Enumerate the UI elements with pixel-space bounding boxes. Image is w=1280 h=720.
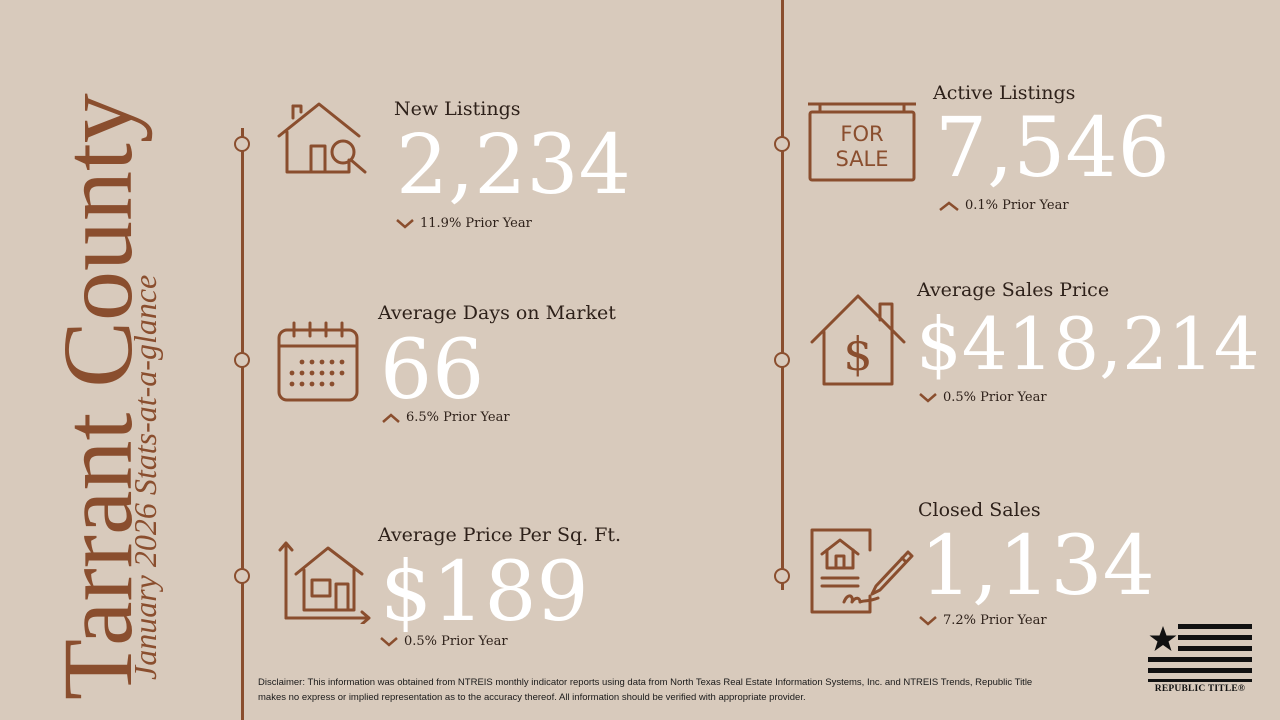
stat-change-avg-sales-price: 0.5% Prior Year [919, 390, 1047, 405]
timeline-right [781, 0, 784, 590]
change-text: 0.5% Prior Year [404, 634, 508, 649]
stat-label-days-on-market: Average Days on Market [378, 302, 616, 324]
timeline-dot [234, 352, 250, 368]
calendar-icon [276, 320, 362, 404]
trend-up-icon [939, 200, 959, 211]
disclaimer-text: Disclaimer: This information was obtaine… [258, 677, 1033, 703]
trend-down-icon [380, 636, 398, 647]
report-subtitle: January 2026 Stats-at-a-glance [127, 274, 163, 680]
change-text: 0.5% Prior Year [943, 390, 1047, 405]
stat-label-new-listings: New Listings [394, 98, 521, 120]
change-text: 7.2% Prior Year [943, 613, 1047, 628]
trend-up-icon [382, 412, 400, 423]
stat-label-avg-sales-price: Average Sales Price [917, 279, 1110, 301]
trend-down-icon [396, 218, 414, 229]
republic-title-logo: REPUBLIC TITLE® [1146, 622, 1254, 702]
stat-change-closed-sales: 7.2% Prior Year [919, 613, 1047, 628]
stat-label-price-per-sqft: Average Price Per Sq. Ft. [378, 524, 622, 546]
house-dollar-icon: $ [808, 292, 912, 388]
house-search-icon [275, 100, 371, 178]
timeline-left [241, 128, 244, 720]
stat-value-days-on-market: 66 [380, 323, 485, 418]
house-dimensions-icon [276, 540, 372, 624]
timeline-dot [774, 136, 790, 152]
svg-text:SALE: SALE [835, 147, 888, 171]
star-flag-icon [1148, 624, 1252, 682]
logo-text: REPUBLIC TITLE® [1154, 684, 1246, 694]
stat-label-active-listings: Active Listings [933, 82, 1076, 104]
stat-value-closed-sales: 1,134 [920, 519, 1155, 614]
svg-text:$: $ [843, 327, 872, 381]
stat-change-active-listings: 0.1% Prior Year [939, 198, 1069, 213]
timeline-dot [774, 568, 790, 584]
timeline-dot [774, 352, 790, 368]
change-text: 6.5% Prior Year [406, 410, 510, 425]
stat-change-new-listings: 11.9% Prior Year [396, 216, 532, 231]
change-text: 11.9% Prior Year [420, 216, 532, 231]
stat-value-price-per-sqft: $189 [380, 545, 589, 640]
for-sale-sign-icon: FOR SALE [806, 100, 918, 184]
svg-text:FOR: FOR [840, 122, 883, 146]
stat-value-avg-sales-price: $418,214 [916, 302, 1260, 386]
trend-down-icon [919, 392, 937, 403]
timeline-dot [234, 568, 250, 584]
stat-change-days-on-market: 6.5% Prior Year [382, 410, 510, 425]
signed-contract-icon [808, 526, 916, 616]
stat-label-closed-sales: Closed Sales [918, 499, 1041, 521]
title-block: Tarrant County January 2026 Stats-at-a-g… [0, 0, 190, 720]
stat-value-active-listings: 7,546 [935, 101, 1170, 196]
change-text: 0.1% Prior Year [965, 198, 1069, 213]
trend-down-icon [919, 615, 937, 626]
timeline-dot [234, 136, 250, 152]
stat-value-new-listings: 2,234 [396, 118, 631, 213]
stat-change-price-per-sqft: 0.5% Prior Year [380, 634, 508, 649]
